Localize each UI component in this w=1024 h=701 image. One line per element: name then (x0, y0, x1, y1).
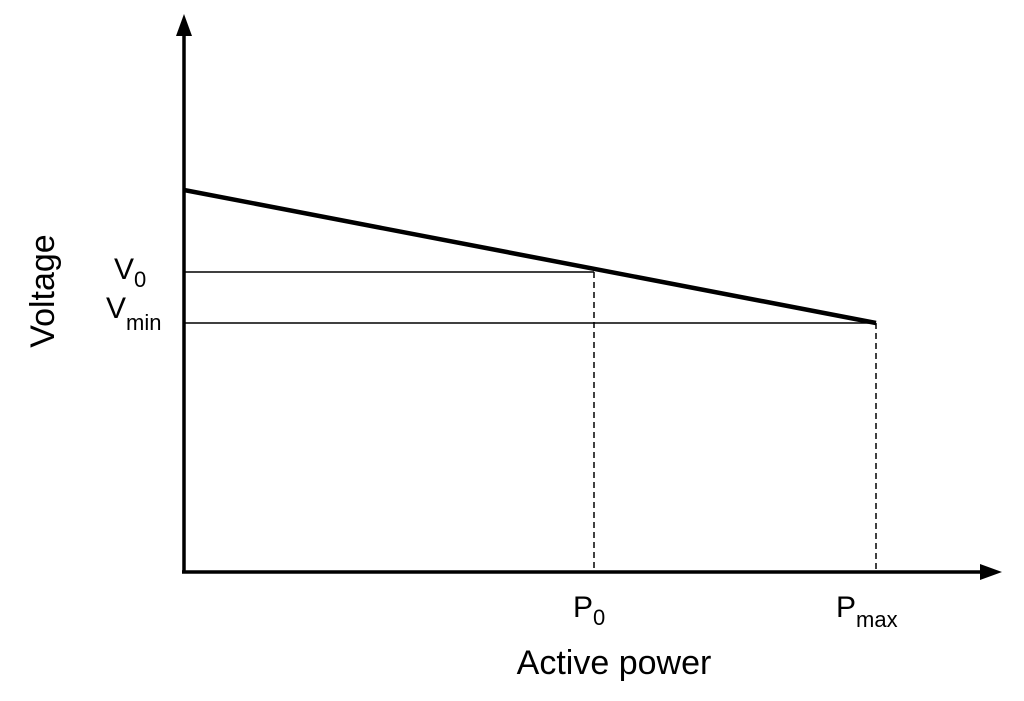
vmin-label-main: V (106, 292, 126, 325)
y-axis-arrow-icon (176, 14, 192, 36)
v0-label: V0 (114, 253, 146, 292)
x-axis-label: Active power (517, 644, 712, 682)
pmax-label-sub: max (856, 607, 898, 632)
droop-line (183, 187, 877, 326)
pmax-label: Pmax (836, 591, 898, 632)
p0-label-sub: 0 (593, 605, 605, 630)
y-axis-label: Voltage (24, 234, 62, 347)
pmax-label-main: P (836, 591, 856, 624)
x-axis-arrow-icon (980, 564, 1002, 580)
v0-label-main: V (114, 253, 134, 286)
p0-label-main: P (573, 591, 593, 624)
vmin-label-sub: min (126, 310, 161, 335)
p0-label: P0 (573, 591, 605, 630)
v0-label-sub: 0 (134, 267, 146, 292)
vmin-label: Vmin (106, 292, 161, 335)
